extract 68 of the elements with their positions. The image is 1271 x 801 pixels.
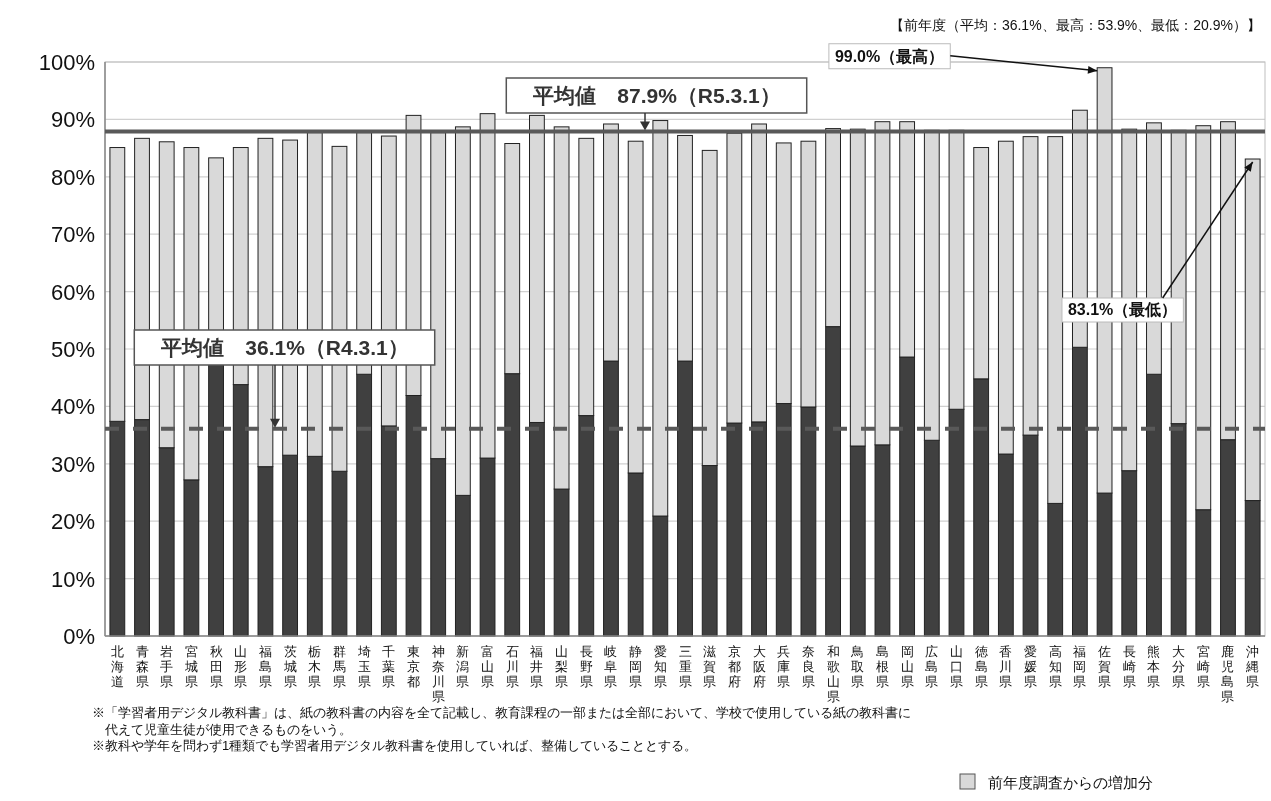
x-tick-label: 愛媛県 (1024, 644, 1038, 689)
x-tick-label: 京都府 (727, 644, 741, 689)
x-tick-label: 青森県 (135, 644, 149, 689)
x-tick-label: 島根県 (875, 644, 889, 689)
x-tick-label: 埼玉県 (356, 644, 371, 689)
x-tick-label: 熊本県 (1147, 644, 1161, 689)
x-tick-label: 三重県 (678, 644, 692, 689)
x-tick-label: 佐賀県 (1098, 644, 1112, 689)
y-tick-label: 50% (50, 337, 95, 362)
x-tick-label: 大分県 (1172, 644, 1186, 689)
ref-line-label: 平均値 36.1%（R4.3.1） (160, 336, 409, 359)
x-tick-label: 栃木県 (308, 644, 322, 689)
x-tick-label: 岡山県 (900, 644, 914, 689)
x-tick-label: 和歌山県 (826, 644, 840, 704)
y-tick-label: 10% (50, 566, 95, 592)
legend-label: 前年度調査からの増加分 (988, 774, 1153, 791)
x-tick-label: 東京都 (407, 644, 421, 689)
x-tick-label: 千葉県 (382, 644, 396, 689)
x-tick-label: 滋賀県 (703, 644, 717, 689)
x-tick-label: 山形県 (234, 644, 248, 689)
x-tick-label: 鳥取県 (850, 644, 865, 689)
x-tick-label: 秋田県 (209, 644, 223, 689)
text: 代えて児童生徒が使用できるものをいう。 (92, 721, 352, 737)
x-tick-label: 新潟県 (456, 644, 470, 689)
x-tick-label: 茨城県 (282, 644, 297, 689)
x-tick-label: 沖縄県 (1245, 644, 1260, 689)
x-tick-label: 宮崎県 (1196, 644, 1210, 689)
x-tick-label: 兵庫県 (777, 644, 791, 689)
y-tick-label: 0% (63, 624, 95, 649)
x-tick-label: 宮城県 (183, 644, 198, 689)
x-tick-label: 福島県 (258, 644, 272, 689)
x-tick-label: 愛知県 (653, 644, 667, 689)
x-tick-label: 長野県 (579, 644, 593, 689)
ref-line-label: 平均値 87.9%（R5.3.1） (532, 84, 781, 107)
x-tick-label: 神奈川県 (431, 644, 445, 704)
annotation: 99.0%（最高） (834, 46, 945, 66)
x-tick-label: 山梨県 (555, 644, 569, 689)
x-tick-label: 高知県 (1048, 644, 1062, 689)
text: ※教科や学年を問わず1種類でも学習者用デジタル教科書を使用していれば、整備していることとする。 (92, 738, 698, 753)
text: ※「学習者用デジタル教科書」は、紙の教科書の内容を全て記載し、教育課程の一部または全部において、学校で使用している紙の教科書に (92, 705, 911, 720)
y-tick-label: 60% (50, 279, 95, 305)
bar (208, 363, 224, 637)
x-tick-label: 広島県 (925, 644, 939, 689)
x-tick-label: 岐阜県 (604, 644, 618, 689)
x-tick-label: 岩手県 (160, 644, 174, 689)
x-tick-label: 香川県 (999, 644, 1013, 689)
x-tick-label: 長崎県 (1122, 644, 1136, 689)
x-tick-label: 群馬県 (331, 644, 346, 689)
y-tick-label: 20% (50, 509, 95, 535)
y-tick-label: 100% (38, 50, 95, 75)
x-tick-label: 北海道 (110, 644, 124, 689)
x-tick-label: 山口県 (949, 644, 963, 689)
y-tick-label: 40% (50, 394, 95, 420)
x-tick-label: 福井県 (530, 644, 544, 689)
x-tick-label: 石川県 (505, 644, 519, 689)
x-tick-label: 富山県 (481, 644, 495, 689)
x-tick-label: 静岡県 (629, 644, 643, 689)
x-tick-label: 大阪府 (752, 644, 766, 689)
y-tick-label: 90% (50, 107, 95, 133)
x-tick-label: 奈良県 (801, 644, 815, 689)
x-tick-label: 徳島県 (974, 644, 988, 689)
x-tick-label: 福岡県 (1073, 644, 1087, 689)
y-tick-label: 30% (50, 451, 95, 477)
annotation: 83.1%（最低） (1067, 301, 1178, 320)
y-tick-label: 80% (50, 164, 95, 190)
y-tick-label: 70% (50, 222, 95, 248)
x-tick-label: 鹿児島県 (1221, 644, 1235, 704)
chart-subtitle: 【前年度（平均：36.1%、最高：53.9%、最低：20.9%）】 (889, 17, 1261, 33)
